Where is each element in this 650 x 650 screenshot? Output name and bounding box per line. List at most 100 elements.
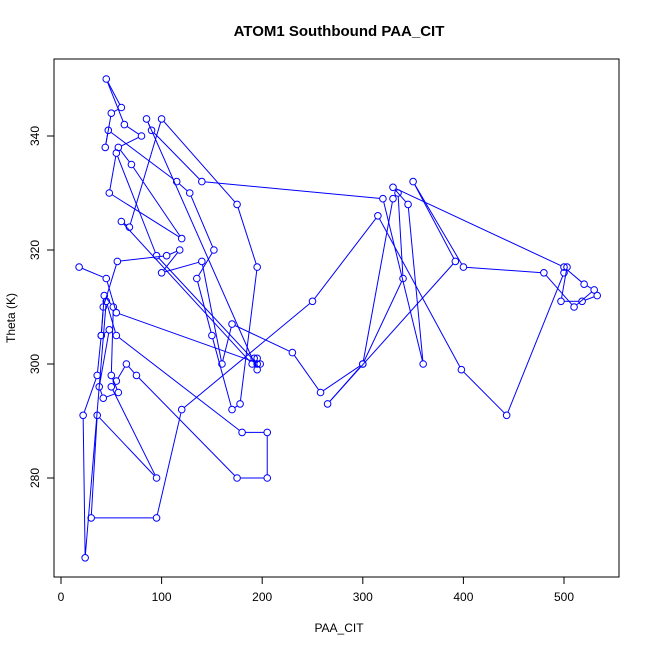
data-point xyxy=(75,263,83,271)
data-point xyxy=(81,554,89,562)
series-segment xyxy=(106,281,116,310)
data-point xyxy=(451,257,460,266)
data-point xyxy=(236,400,244,408)
data-point xyxy=(288,348,297,357)
series-segment xyxy=(205,181,380,199)
data-point xyxy=(208,331,216,340)
series-segment xyxy=(105,297,112,305)
data-point xyxy=(105,326,114,334)
data-point xyxy=(97,331,106,340)
data-point xyxy=(502,411,511,420)
data-point xyxy=(112,149,121,157)
series-segment xyxy=(586,285,592,289)
series-segment xyxy=(100,298,105,333)
data-point xyxy=(409,177,417,186)
data-point xyxy=(137,132,146,140)
data-point xyxy=(308,297,317,306)
series-segment xyxy=(561,270,567,299)
series-segment xyxy=(147,121,151,128)
data-point xyxy=(323,400,332,408)
series-segment xyxy=(163,252,179,271)
x-tick-label: 300 xyxy=(353,590,373,604)
data-point xyxy=(359,360,367,368)
data-point xyxy=(107,109,116,117)
y-axis-label: Theta (K) xyxy=(4,293,18,343)
data-point xyxy=(256,360,264,368)
series-segment xyxy=(463,371,505,414)
data-point xyxy=(253,365,261,374)
x-axis: 0 100 200 300 400 500 xyxy=(58,576,574,604)
data-point xyxy=(250,354,258,363)
y-tick-label: 300 xyxy=(28,354,42,374)
data-point xyxy=(228,320,236,328)
series-segment xyxy=(123,222,128,226)
data-point xyxy=(316,388,325,397)
data-point xyxy=(557,297,565,306)
series-segment xyxy=(106,304,116,333)
series-segment xyxy=(97,338,102,373)
series-segment xyxy=(83,378,97,413)
series-segment xyxy=(153,132,200,180)
series-segment xyxy=(128,366,135,374)
series-segment xyxy=(106,393,116,398)
data-point xyxy=(99,394,108,403)
series-segment xyxy=(82,418,86,555)
data-point xyxy=(120,120,129,129)
series-segment xyxy=(183,303,311,408)
series-segment xyxy=(99,417,155,476)
data-point xyxy=(112,377,121,385)
series-segment xyxy=(105,116,112,145)
series-segment xyxy=(111,194,180,238)
series-segment xyxy=(407,207,424,361)
data-point xyxy=(177,234,186,243)
series-segment xyxy=(121,137,139,147)
series-segment xyxy=(110,131,175,181)
data-point xyxy=(157,115,166,123)
series-segment xyxy=(234,405,238,409)
series-segment xyxy=(395,188,562,267)
y-tick-label: 340 xyxy=(28,126,42,146)
data-point xyxy=(107,371,116,380)
data-point xyxy=(238,428,246,437)
series-segment xyxy=(112,389,156,476)
data-point xyxy=(590,286,598,294)
data-point xyxy=(578,297,586,306)
series-segment xyxy=(362,201,393,361)
series-segment xyxy=(239,270,258,401)
data-point xyxy=(117,217,126,226)
x-axis-label: PAA_CIT xyxy=(314,621,364,635)
data-point xyxy=(162,251,171,260)
data-point xyxy=(253,360,261,368)
series-points xyxy=(75,75,601,562)
x-tick-label: 500 xyxy=(554,590,574,604)
x-tick-label: 100 xyxy=(152,590,172,604)
data-point xyxy=(185,189,194,197)
series-segment xyxy=(163,121,236,203)
series-segment xyxy=(394,189,407,203)
series-segment xyxy=(110,310,114,373)
x-tick-label: 400 xyxy=(453,590,473,604)
data-point xyxy=(114,388,123,397)
series-segment xyxy=(99,389,103,396)
data-point xyxy=(389,183,397,192)
data-point xyxy=(218,360,226,368)
series-segment xyxy=(466,266,541,274)
series-segment xyxy=(178,183,188,192)
data-point xyxy=(87,514,95,522)
series-segment xyxy=(109,156,117,190)
series-segment xyxy=(198,252,213,276)
series-segment xyxy=(363,281,403,362)
series-segment xyxy=(414,184,455,259)
data-point xyxy=(157,269,166,277)
data-point xyxy=(142,115,151,123)
data-point xyxy=(457,365,466,374)
series-segment xyxy=(138,377,236,476)
data-point xyxy=(404,200,412,209)
y-tick-label: 320 xyxy=(28,240,42,260)
series-segment xyxy=(113,108,119,113)
series-segment xyxy=(103,264,117,304)
data-point xyxy=(93,411,102,420)
data-point xyxy=(263,428,272,437)
y-tick-label: 280 xyxy=(28,468,42,488)
